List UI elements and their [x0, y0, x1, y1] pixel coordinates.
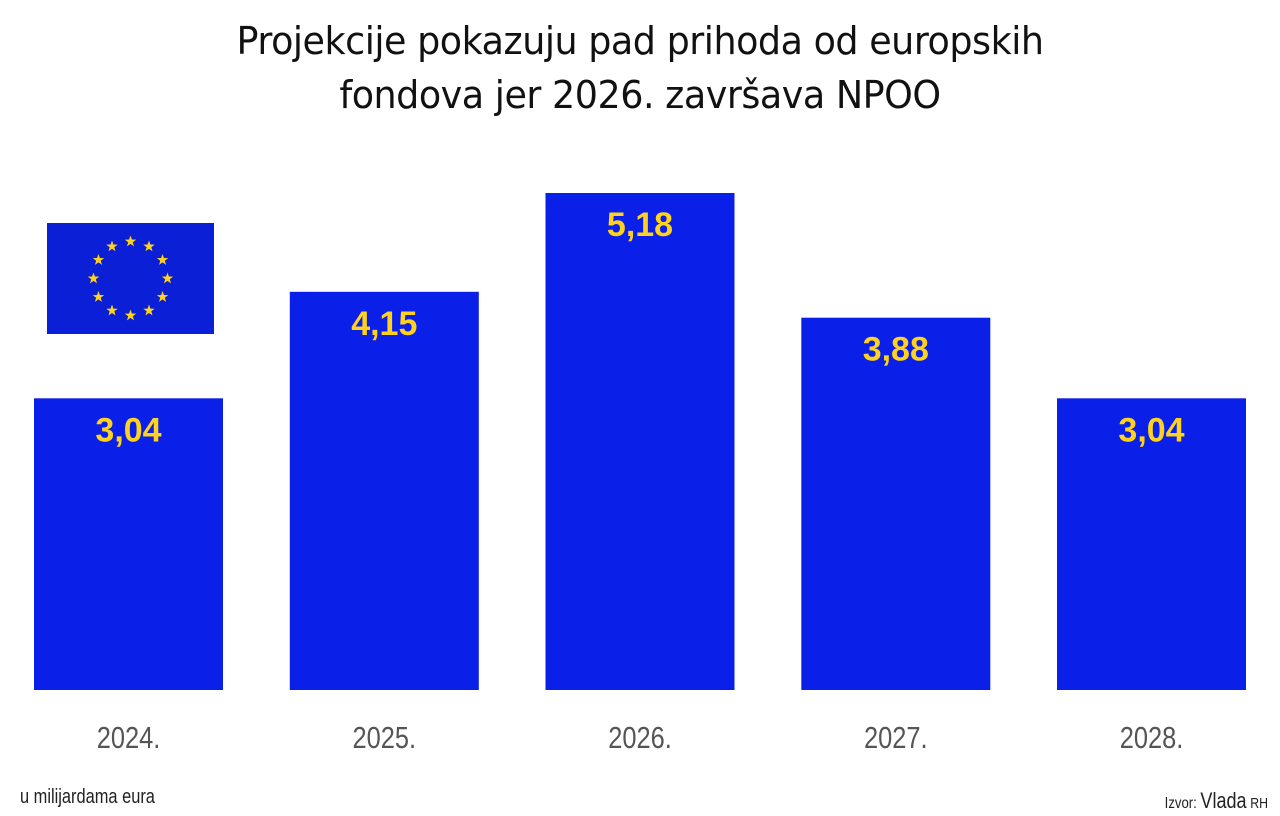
eu-flag-star	[92, 254, 105, 265]
x-tick-label: 2028.	[1120, 721, 1184, 756]
value-label: 3,88	[863, 331, 929, 369]
eu-flag-star	[124, 309, 137, 321]
x-tick-label: 2024.	[97, 721, 161, 756]
eu-flag-star	[87, 272, 100, 284]
chart-title: Projekcije pokazuju pad prihoda od europ…	[26, 14, 1255, 122]
eu-flag-star	[156, 291, 169, 302]
x-tick-label: 2026.	[608, 721, 672, 756]
value-label: 3,04	[1118, 411, 1184, 449]
eu-flag-star	[161, 272, 174, 284]
bars-group	[34, 193, 1246, 690]
value-label: 3,04	[95, 411, 161, 449]
x-tick-label: 2025.	[353, 721, 417, 756]
value-label: 4,15	[351, 305, 417, 343]
eu-flag-star	[92, 291, 105, 302]
value-label: 5,18	[607, 206, 673, 244]
eu-flag-star	[143, 304, 155, 316]
eu-flag-star	[143, 240, 155, 252]
value-labels-group: 3,04 4,15 5,18 3,88 3,04	[95, 206, 1184, 449]
bar-2025	[289, 291, 479, 690]
bar-2024	[34, 398, 223, 690]
chart-title-line-2: fondova jer 2026. završava NPOO	[339, 73, 941, 117]
eu-flag-star	[124, 235, 137, 247]
eu-flag-star	[156, 254, 169, 265]
eu-flag-star	[106, 240, 118, 252]
bar-2026	[545, 193, 735, 690]
bar-2028	[1057, 398, 1246, 690]
source-suffix: RH	[1250, 795, 1268, 812]
chart-title-line-1: Projekcije pokazuju pad prihoda od europ…	[236, 19, 1044, 63]
eu-flag-star	[106, 304, 118, 316]
unit-note: u milijardama eura	[20, 786, 155, 808]
bar-2027	[801, 317, 991, 690]
x-axis-ticks: 2024. 2025. 2026. 2027. 2028.	[97, 721, 1184, 756]
eu-flag-icon	[47, 223, 214, 334]
x-tick-label: 2027.	[864, 721, 928, 756]
source-label: Izvor:	[1164, 795, 1197, 812]
source-name: Vlada	[1200, 788, 1247, 813]
source-credit: Izvor: Vlada RH	[1165, 788, 1268, 814]
